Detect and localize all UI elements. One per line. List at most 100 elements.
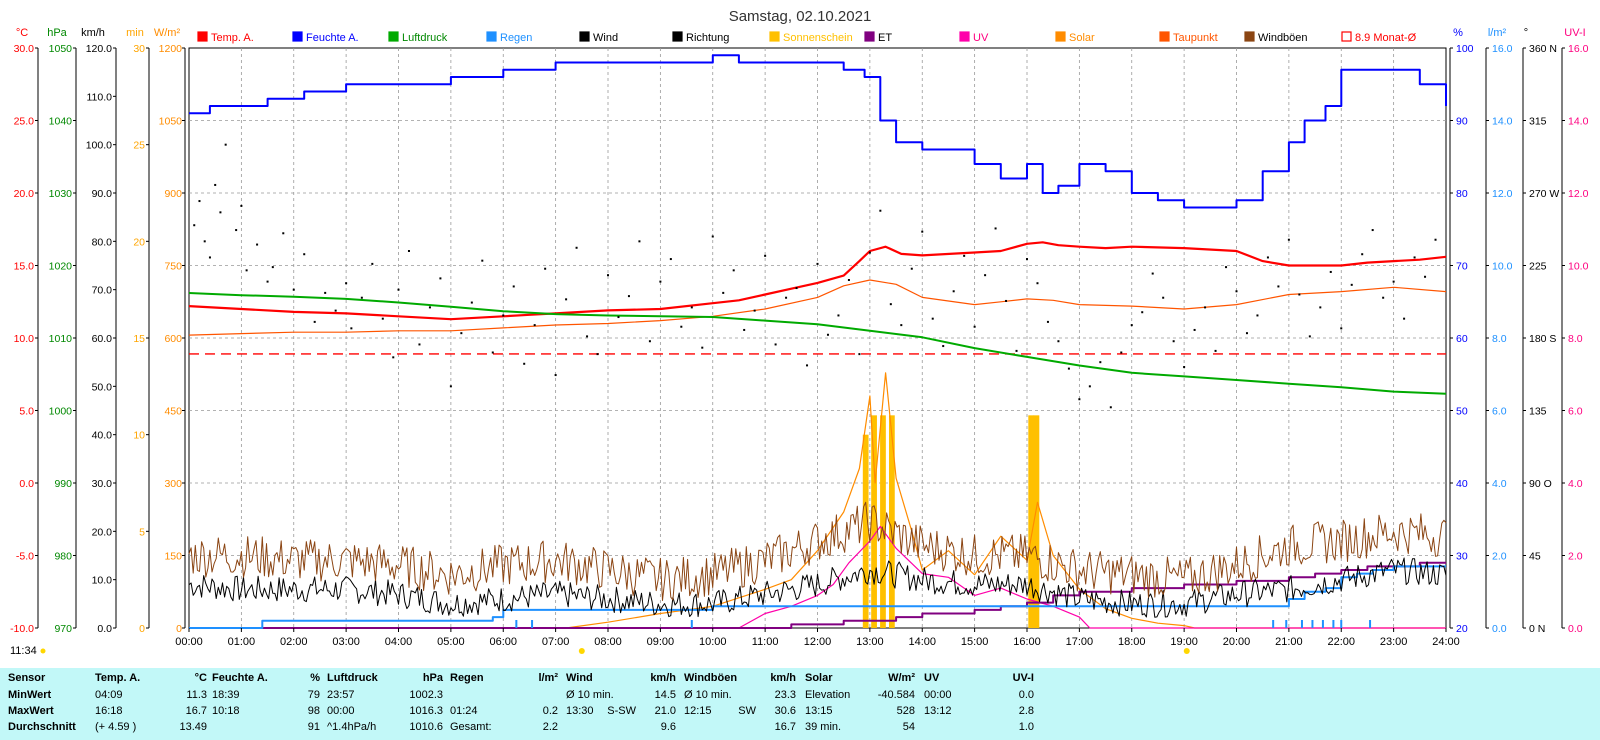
direction-point [1256, 314, 1259, 317]
axis-tick-label-uv: 0.0 [1568, 623, 1583, 635]
direction-point [1235, 290, 1238, 293]
axis-tick-label-wind: 90.0 [92, 188, 113, 200]
table-cell-value: 79 [308, 689, 320, 701]
direction-point [1130, 324, 1133, 327]
axis-tick-label-uv: 16.0 [1568, 43, 1589, 55]
direction-point [1287, 238, 1290, 241]
weather-chart: Samstag, 02.10.2021 Temp. A. Feuchte A. Lu… [10, 8, 1589, 657]
table-cell-left: ^1.4hPa/h [327, 721, 376, 733]
table-header: Temp. A. [95, 672, 140, 684]
direction-point [806, 364, 809, 367]
series-line-temp-a- [188, 241, 1447, 321]
direction-point [1067, 367, 1070, 370]
direction-point [889, 303, 892, 306]
direction-point [224, 143, 227, 146]
direction-point [460, 332, 463, 335]
legend-label-12: 8.9 Monat-Ø [1355, 32, 1417, 44]
x-tick-label: 04:00 [385, 636, 413, 648]
axis-tick-label-solar: 600 [164, 333, 182, 345]
table-cell-value: 16.7 [775, 721, 796, 733]
table-cell-direction: SW [738, 705, 756, 717]
axis-tick-label-humidity: 60 [1456, 333, 1468, 345]
table-unit: % [310, 672, 320, 684]
direction-point [1005, 299, 1008, 302]
axis-tick-label-pressure: 990 [54, 478, 72, 490]
axis-tick-label-direction: 315 [1529, 116, 1547, 128]
legend-swatch-5 [672, 31, 683, 42]
table-cell-value: 528 [897, 705, 915, 717]
axis-tick-label-humidity: 70 [1456, 261, 1468, 273]
direction-point [1266, 256, 1269, 259]
legend: Temp. A. Feuchte A. Luftdruck Regen Wind Rich… [197, 31, 1417, 44]
table-row-label: MinWert [8, 689, 52, 701]
direction-point [910, 267, 913, 270]
table-header: Feuchte A. [212, 672, 268, 684]
table-header: Solar [805, 672, 833, 684]
axis-tick-label-pressure: 1040 [49, 116, 73, 128]
table-cell-value: 30.6 [775, 705, 796, 717]
x-tick-label: 13:00 [856, 636, 884, 648]
rain-event-mark [1285, 620, 1288, 628]
direction-point [523, 362, 526, 365]
table-cell-value: 0.2 [543, 705, 558, 717]
direction-point [428, 306, 431, 309]
direction-point [743, 328, 746, 331]
chart-title: Samstag, 02.10.2021 [729, 8, 872, 25]
direction-point [1434, 238, 1437, 241]
axis-tick-label-wind: 10.0 [92, 575, 113, 587]
axis-tick-label-direction: 135 [1529, 406, 1547, 418]
x-tick-label: 16:00 [1013, 636, 1041, 648]
direction-point [753, 309, 756, 312]
direction-point [575, 246, 578, 249]
direction-point [690, 306, 693, 309]
axis-tick-label-rain: 2.0 [1492, 551, 1507, 563]
x-tick-label: 14:00 [908, 636, 936, 648]
direction-point [313, 320, 316, 323]
direction-point [1099, 361, 1102, 364]
direction-point [1141, 311, 1144, 314]
direction-point [1015, 349, 1018, 352]
direction-point [1413, 256, 1416, 259]
rain-event-mark [531, 620, 534, 628]
legend-label-0: Temp. A. [211, 32, 254, 44]
legend-swatch-2 [388, 31, 399, 42]
direction-point [638, 240, 641, 243]
axis-tick-label-solar: 300 [164, 478, 182, 490]
axis-tick-label-temp: 25.0 [14, 116, 35, 128]
direction-point [1329, 270, 1332, 273]
x-tick-label: 22:00 [1327, 636, 1355, 648]
direction-point [1371, 229, 1374, 232]
direction-point [470, 301, 473, 304]
table-cell-left: 39 min. [805, 721, 841, 733]
current-time: 11:34 [10, 645, 37, 657]
table-header: UV [924, 672, 940, 684]
direction-point [1193, 328, 1196, 331]
direction-point [502, 314, 505, 317]
axis-tick-label-rain: 12.0 [1492, 188, 1513, 200]
axis-tick-label-rain: 10.0 [1492, 261, 1513, 273]
legend-label-5: Richtung [686, 32, 729, 44]
direction-point [816, 262, 819, 265]
sunshine-bar [1028, 415, 1035, 628]
direction-point [512, 285, 515, 288]
table-cell-value: 21.0 [655, 705, 676, 717]
table-cell-left: 13:12 [924, 705, 952, 717]
table-cell-value: 1016.3 [409, 705, 443, 717]
x-tick-label: 08:00 [594, 636, 622, 648]
direction-point [711, 235, 714, 238]
direction-point [785, 296, 788, 299]
axis-unit-pressure: hPa [47, 27, 67, 39]
direction-point [240, 204, 243, 207]
legend-swatch-11 [1244, 31, 1255, 42]
x-tick-label: 19:00 [1170, 636, 1198, 648]
legend-label-6: Sonnenschein [783, 32, 853, 44]
table-unit: UV-I [1013, 672, 1034, 684]
axis-tick-label-solar: 0 [176, 623, 182, 635]
x-tick-label: 02:00 [280, 636, 308, 648]
axis-tick-label-temp: 30.0 [14, 43, 35, 55]
direction-point [418, 343, 421, 346]
legend-swatch-6 [769, 31, 780, 42]
axis-tick-label-temp: 5.0 [19, 406, 34, 418]
direction-point [942, 345, 945, 348]
